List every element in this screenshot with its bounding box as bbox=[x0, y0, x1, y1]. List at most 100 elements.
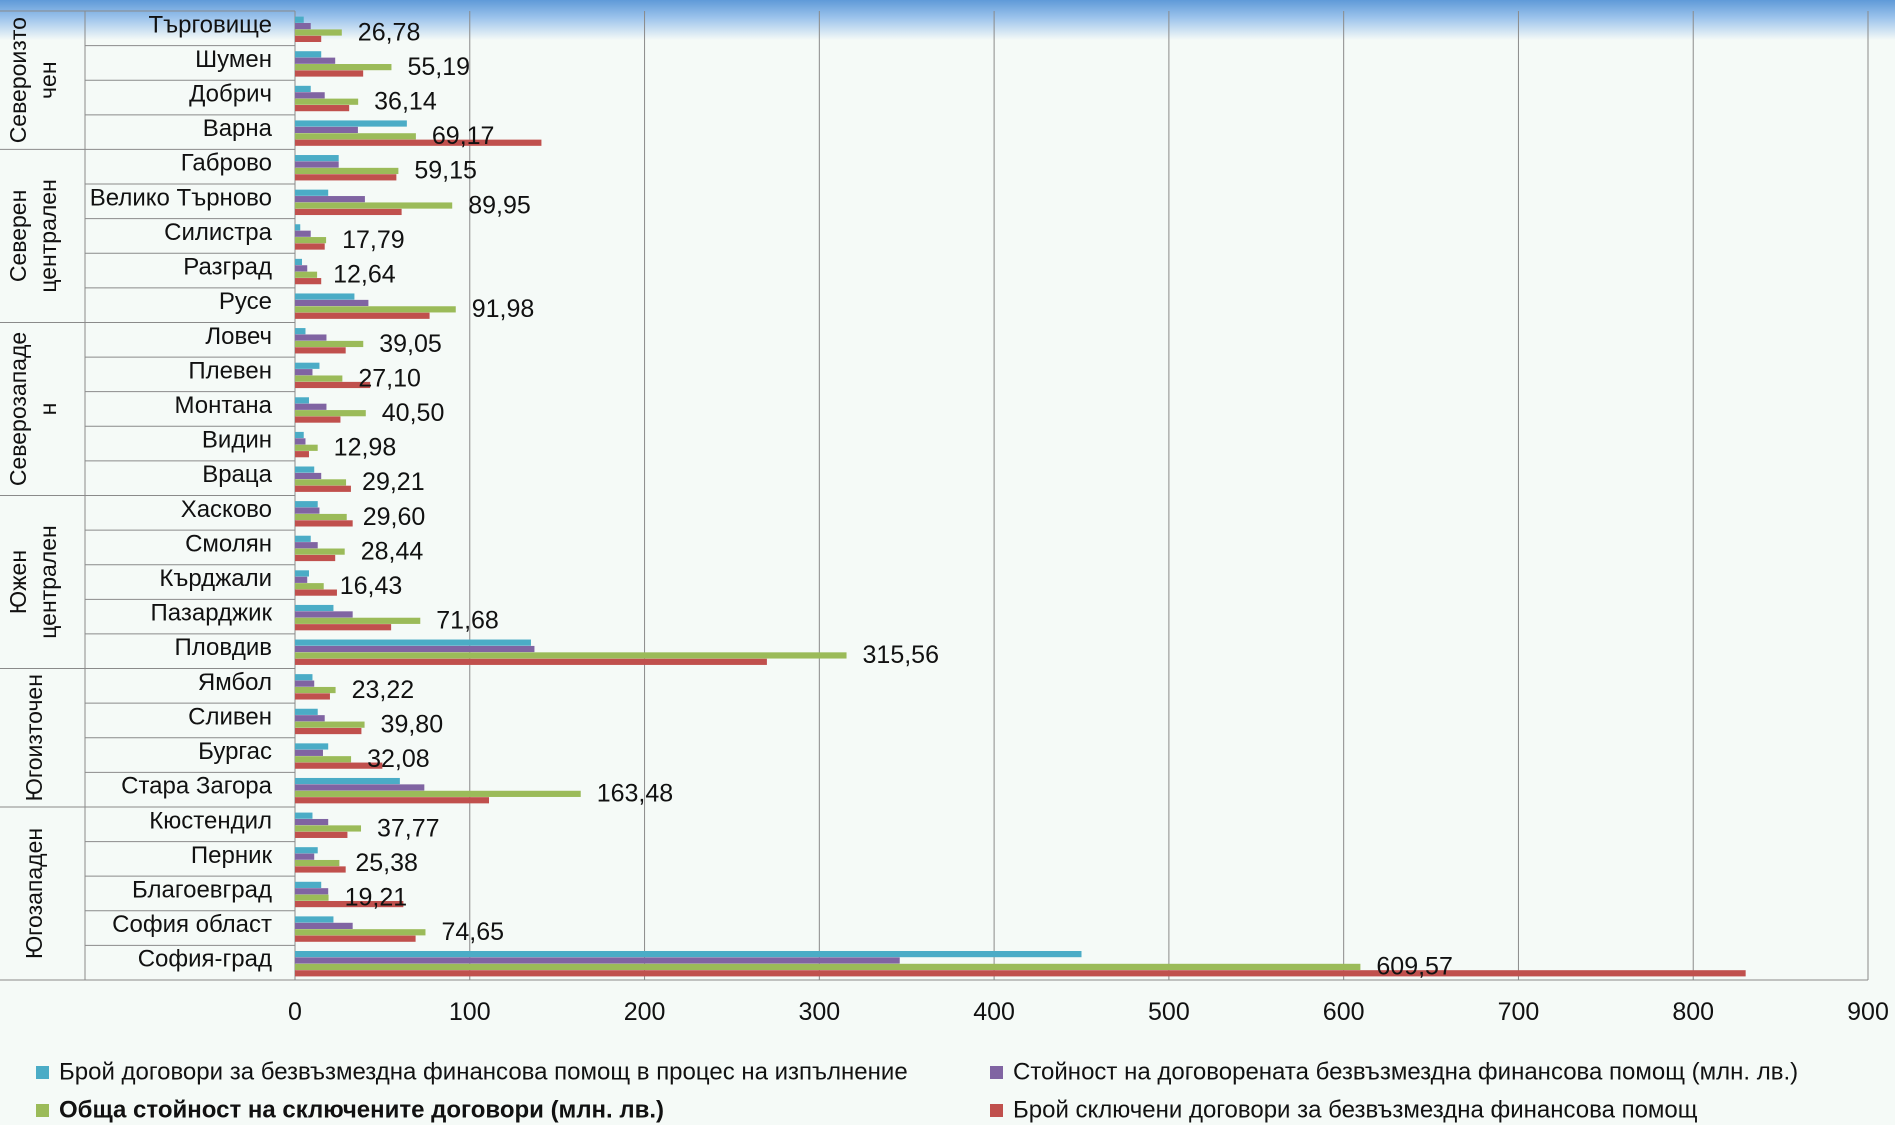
bar bbox=[295, 686, 336, 694]
data-label: 27,10 bbox=[358, 364, 421, 392]
legend-item-contracted-grant-value: Стойност на договорената безвъзмездна фи… bbox=[990, 1058, 1798, 1087]
category-label: Враца bbox=[202, 461, 272, 488]
legend-label: Брой сключени договори за безвъзмездна ф… bbox=[1013, 1096, 1698, 1124]
bar bbox=[295, 438, 306, 445]
bar bbox=[295, 658, 767, 665]
bar bbox=[295, 51, 322, 58]
bar bbox=[295, 258, 302, 266]
category-label: Ловеч bbox=[205, 323, 272, 350]
bar bbox=[295, 85, 311, 93]
bar bbox=[295, 431, 304, 439]
bar bbox=[295, 645, 535, 653]
data-label: 55,19 bbox=[407, 53, 470, 81]
bar bbox=[295, 762, 383, 769]
bar bbox=[295, 831, 348, 838]
region-label-line: Североизто bbox=[5, 17, 31, 143]
category-label: Монтана bbox=[174, 392, 272, 419]
category-label: Видин bbox=[202, 427, 272, 454]
bar bbox=[295, 57, 336, 64]
bar bbox=[295, 777, 400, 785]
legend-swatch bbox=[990, 1104, 1003, 1118]
data-label: 32,08 bbox=[367, 745, 430, 773]
bar bbox=[295, 963, 1361, 970]
data-label: 23,22 bbox=[352, 676, 415, 704]
category-label: Шумен bbox=[195, 46, 272, 73]
bar bbox=[295, 416, 341, 423]
bar bbox=[295, 466, 315, 473]
category-label: Благоевград bbox=[132, 876, 272, 903]
data-label: 69,17 bbox=[432, 122, 495, 150]
data-label: 315,56 bbox=[863, 641, 939, 669]
bar bbox=[295, 167, 399, 175]
bar bbox=[295, 202, 453, 209]
bar bbox=[295, 639, 531, 646]
bar bbox=[295, 230, 311, 237]
bar bbox=[295, 347, 346, 354]
data-label: 609,57 bbox=[1376, 953, 1452, 981]
category-label: Плевен bbox=[188, 357, 272, 384]
category-label: Разград bbox=[183, 254, 272, 281]
data-label: 17,79 bbox=[342, 226, 405, 254]
bar bbox=[295, 812, 313, 819]
category-label: Габрово bbox=[181, 150, 272, 177]
bar bbox=[295, 293, 355, 300]
region-label: Северен централен bbox=[5, 179, 61, 292]
category-label: Кърджали bbox=[159, 565, 272, 592]
category-label: Велико Търново bbox=[90, 184, 272, 211]
bar bbox=[295, 617, 421, 624]
bar bbox=[295, 604, 334, 612]
bar bbox=[295, 535, 311, 542]
data-label: 59,15 bbox=[414, 157, 477, 185]
bar bbox=[295, 375, 343, 382]
bar bbox=[295, 583, 324, 590]
bar bbox=[295, 756, 352, 763]
data-label: 40,50 bbox=[382, 399, 445, 427]
data-label: 16,43 bbox=[340, 572, 403, 600]
bar bbox=[295, 513, 347, 521]
bar bbox=[295, 196, 365, 203]
legend: Брой договори за безвъзмездна финансова … bbox=[0, 1050, 1895, 1125]
region-label-line: Северозападе bbox=[5, 332, 31, 486]
data-label: 12,64 bbox=[333, 261, 396, 289]
bar bbox=[295, 674, 313, 681]
data-label: 26,78 bbox=[358, 18, 421, 46]
legend-label: Стойност на договорената безвъзмездна фи… bbox=[1013, 1058, 1799, 1086]
bar bbox=[295, 23, 311, 30]
x-tick-label: 700 bbox=[1498, 998, 1540, 1026]
region-label-line: Югозападен bbox=[21, 828, 47, 959]
bar bbox=[295, 451, 309, 458]
bar bbox=[295, 312, 430, 319]
category-label: Сливен bbox=[188, 703, 272, 730]
bar bbox=[295, 501, 318, 508]
region-label: Югоизточен bbox=[21, 674, 47, 801]
region-label-line: чен bbox=[35, 61, 61, 98]
bar bbox=[295, 224, 301, 231]
legend-item-total-contract-value: Обща стойност на сключените договори (мл… bbox=[36, 1096, 664, 1125]
bar bbox=[295, 98, 359, 105]
bar bbox=[295, 589, 337, 596]
category-label: Търговище bbox=[148, 11, 272, 38]
bar bbox=[295, 243, 325, 250]
bar bbox=[295, 916, 334, 923]
bar bbox=[295, 29, 342, 36]
bar bbox=[295, 797, 490, 804]
legend-swatch bbox=[36, 1066, 49, 1080]
bar bbox=[295, 611, 353, 618]
bar bbox=[295, 542, 318, 549]
data-label: 29,21 bbox=[362, 468, 425, 496]
region-label-line: централен bbox=[35, 179, 61, 292]
category-label: София област bbox=[112, 911, 272, 938]
x-tick-label: 600 bbox=[1323, 998, 1365, 1026]
data-label: 163,48 bbox=[597, 780, 673, 808]
x-tick-label: 500 bbox=[1148, 998, 1190, 1026]
data-label: 36,14 bbox=[374, 88, 437, 116]
region-label: Северозападе н bbox=[5, 332, 61, 486]
bar bbox=[295, 554, 336, 562]
region-label-line: Югоизточен bbox=[21, 674, 47, 801]
bar bbox=[295, 900, 404, 908]
bar bbox=[295, 479, 347, 486]
bar bbox=[295, 859, 340, 867]
bar bbox=[295, 727, 362, 735]
bar bbox=[295, 381, 371, 389]
bar bbox=[295, 847, 318, 854]
